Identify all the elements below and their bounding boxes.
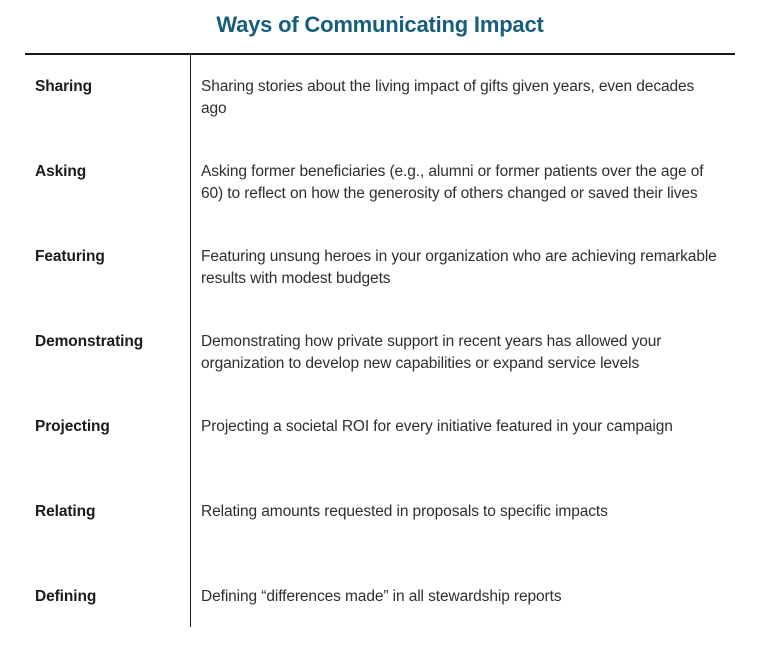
- table-row: Defining Defining “differences made” in …: [25, 565, 735, 627]
- row-label: Defining: [35, 588, 97, 605]
- row-description: Relating amounts requested in proposals …: [201, 503, 608, 520]
- table-row: Featuring Featuring unsung heroes in you…: [25, 225, 735, 310]
- row-description: Asking former beneficiaries (e.g., alumn…: [201, 163, 704, 202]
- row-label: Sharing: [35, 78, 93, 95]
- row-label: Demonstrating: [35, 333, 144, 350]
- table-row: Sharing Sharing stories about the living…: [25, 55, 735, 140]
- row-description-cell: Sharing stories about the living impact …: [190, 55, 735, 140]
- row-description-cell: Projecting a societal ROI for every init…: [190, 395, 735, 480]
- row-description-cell: Featuring unsung heroes in your organiza…: [190, 225, 735, 310]
- table-row: Asking Asking former beneficiaries (e.g.…: [25, 140, 735, 225]
- row-label: Projecting: [35, 418, 110, 435]
- table-row: Projecting Projecting a societal ROI for…: [25, 395, 735, 480]
- row-description-cell: Demonstrating how private support in rec…: [190, 310, 735, 395]
- row-label: Asking: [35, 163, 87, 180]
- row-description-cell: Asking former beneficiaries (e.g., alumn…: [190, 140, 735, 225]
- impact-table: Sharing Sharing stories about the living…: [25, 53, 735, 627]
- row-description: Defining “differences made” in all stewa…: [201, 588, 562, 605]
- row-description-cell: Defining “differences made” in all stewa…: [190, 565, 735, 627]
- row-label: Featuring: [35, 248, 105, 265]
- row-description: Featuring unsung heroes in your organiza…: [201, 248, 717, 287]
- row-description-cell: Relating amounts requested in proposals …: [190, 480, 735, 565]
- table-row: Demonstrating Demonstrating how private …: [25, 310, 735, 395]
- page-title: Ways of Communicating Impact: [216, 11, 544, 37]
- title-bar: Ways of Communicating Impact: [25, 0, 735, 53]
- table-row: Relating Relating amounts requested in p…: [25, 480, 735, 565]
- row-description: Projecting a societal ROI for every init…: [201, 418, 673, 435]
- row-description: Sharing stories about the living impact …: [201, 78, 695, 117]
- row-label: Relating: [35, 503, 96, 520]
- row-description: Demonstrating how private support in rec…: [201, 333, 662, 372]
